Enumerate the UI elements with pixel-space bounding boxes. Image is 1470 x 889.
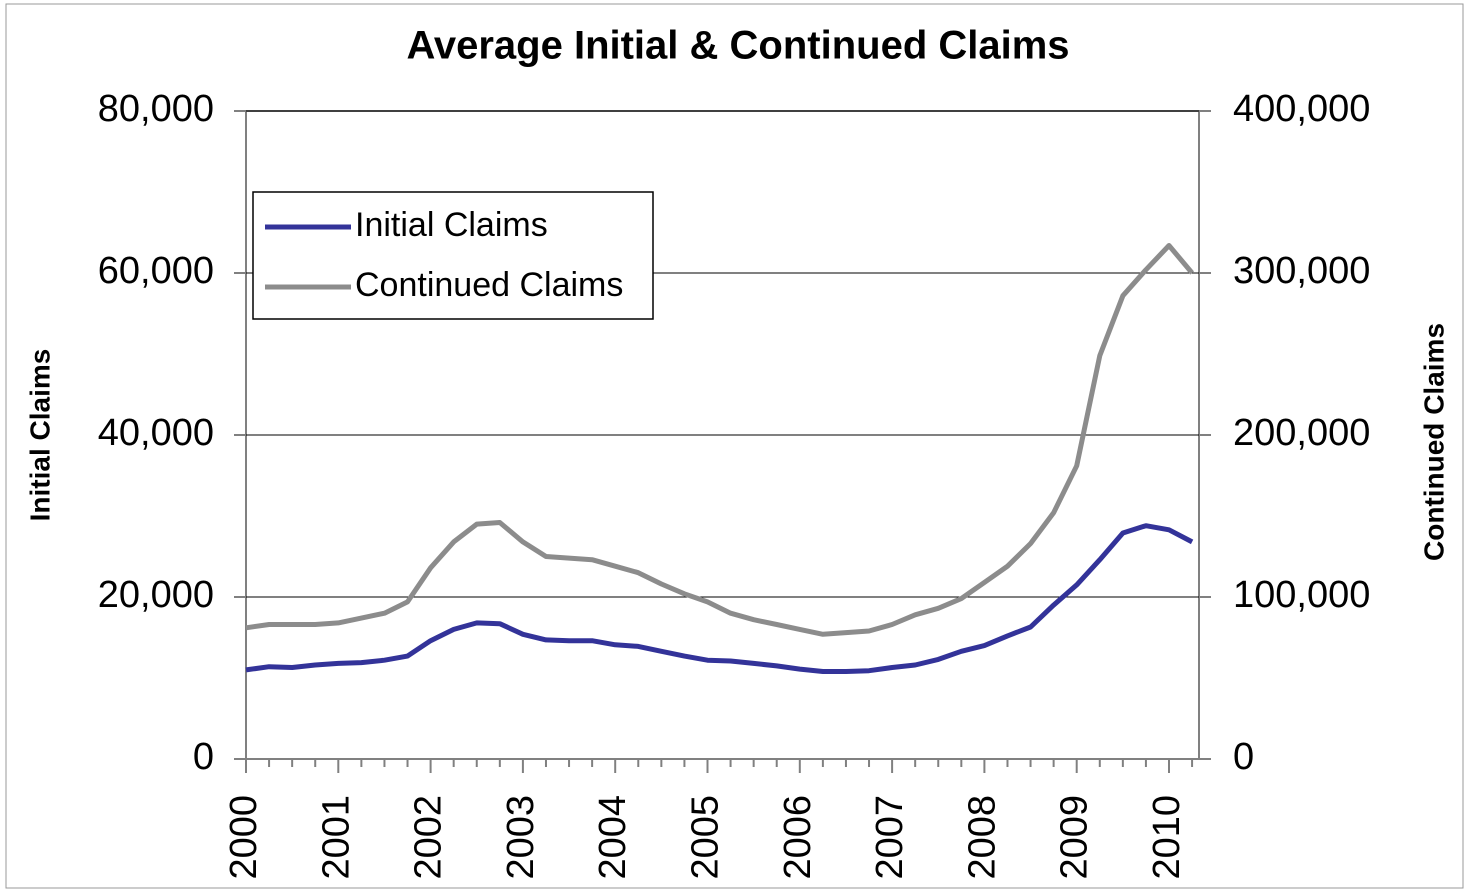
legend-box bbox=[252, 191, 654, 320]
x-tick-label: 2000 bbox=[223, 795, 265, 880]
x-tick-label: 2003 bbox=[500, 795, 542, 880]
y-tick-label: 80,000 bbox=[98, 88, 214, 130]
y2-tick-label: 300,000 bbox=[1233, 250, 1370, 292]
series-line bbox=[245, 243, 1195, 637]
y-tick-label: 60,000 bbox=[98, 250, 214, 292]
x-tick-label: 2010 bbox=[1146, 795, 1188, 880]
chart-frame bbox=[5, 3, 1464, 889]
legend-label: Initial Claims bbox=[355, 206, 548, 244]
chart-title: Average Initial & Continued Claims bbox=[406, 24, 1069, 68]
y2-tick-label: 0 bbox=[1233, 736, 1254, 778]
y-axis-label: Initial Claims bbox=[24, 349, 55, 522]
y2-tick-label: 100,000 bbox=[1233, 574, 1370, 616]
x-tick-label: 2009 bbox=[1054, 795, 1096, 880]
x-tick-label: 2004 bbox=[592, 795, 634, 880]
x-tick-label: 2002 bbox=[408, 795, 450, 880]
y-tick-label: 40,000 bbox=[98, 412, 214, 454]
y2-axis-label: Continued Claims bbox=[1418, 323, 1449, 561]
y-tick-label: 0 bbox=[193, 736, 214, 778]
x-tick-label: 2001 bbox=[315, 795, 357, 880]
y2-tick-label: 400,000 bbox=[1233, 88, 1370, 130]
y2-tick-label: 200,000 bbox=[1233, 412, 1370, 454]
legend-label: Continued Claims bbox=[355, 266, 623, 304]
series-line bbox=[245, 523, 1194, 674]
x-tick-label: 2007 bbox=[869, 795, 911, 880]
x-tick-label: 2006 bbox=[777, 795, 819, 880]
y-tick-label: 20,000 bbox=[98, 574, 214, 616]
x-tick-label: 2008 bbox=[961, 795, 1003, 880]
x-tick-label: 2005 bbox=[685, 795, 727, 880]
